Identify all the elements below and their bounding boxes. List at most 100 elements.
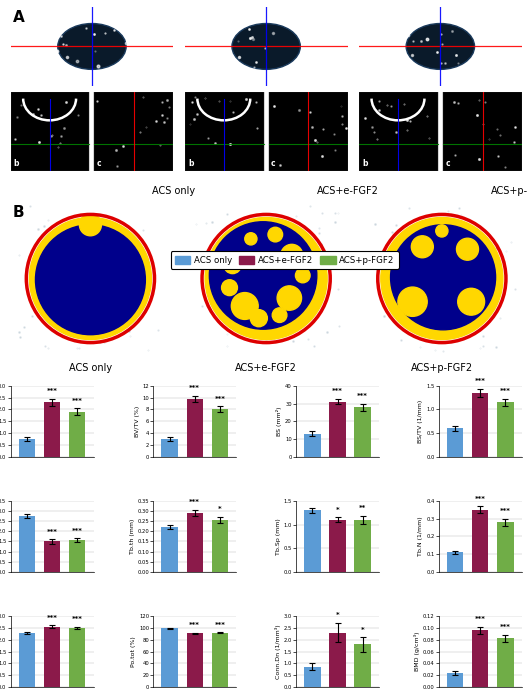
Circle shape [272,308,287,323]
Bar [359,92,438,171]
Bar [304,510,320,572]
Bar [185,92,264,171]
Bar [44,403,60,457]
Circle shape [221,280,238,296]
Bar [304,667,320,687]
Bar [304,434,320,457]
Text: **: ** [359,505,366,511]
Bar [472,510,489,572]
Bar [11,92,90,171]
Bar [94,92,173,171]
Bar [44,541,60,572]
Text: ***: *** [214,622,226,627]
Circle shape [398,287,427,316]
Text: ***: *** [500,508,511,514]
Text: ACS only: ACS only [152,185,195,196]
Bar [44,627,60,687]
Y-axis label: Po.tot (%): Po.tot (%) [131,636,136,667]
Bar [187,634,203,687]
Text: ACS+e-FGF2: ACS+e-FGF2 [235,363,297,373]
Circle shape [436,225,448,237]
Text: b: b [14,159,19,168]
Bar [447,552,463,572]
Text: ACS only: ACS only [69,363,112,373]
Legend: ACS only, ACS+e-FGF2, ACS+p-FGF2: ACS only, ACS+e-FGF2, ACS+p-FGF2 [171,251,398,269]
Text: a: a [191,73,197,82]
Text: ***: *** [46,388,57,394]
Text: b: b [362,159,368,168]
Circle shape [250,310,267,327]
Text: b: b [188,159,193,168]
Bar [447,673,463,687]
Bar [355,407,371,457]
Bar [329,632,346,687]
Bar [329,402,346,457]
Bar [161,439,178,457]
Bar [212,520,228,572]
Text: ACS+e-FGF2: ACS+e-FGF2 [317,185,378,196]
Ellipse shape [406,24,474,69]
Text: ***: *** [475,616,486,622]
Bar [187,399,203,457]
Text: ***: *** [475,378,486,384]
Text: a: a [365,73,370,82]
Bar [19,439,35,457]
Text: *: * [218,507,222,512]
Text: a: a [17,73,22,82]
Text: ***: *** [72,528,83,534]
Bar [161,527,178,572]
Bar [19,633,35,687]
Bar [329,520,346,572]
Ellipse shape [232,24,300,69]
Ellipse shape [58,24,126,69]
Bar [212,409,228,457]
Text: ***: *** [332,389,343,394]
Y-axis label: BS (mm²): BS (mm²) [276,407,282,436]
Y-axis label: Tb.N (1/mm): Tb.N (1/mm) [418,516,423,556]
Y-axis label: Conn.Dn (1/mm³): Conn.Dn (1/mm³) [275,624,281,679]
Text: ***: *** [500,625,511,630]
Text: ACS+p-FGF2: ACS+p-FGF2 [491,185,527,196]
Circle shape [30,217,151,339]
Bar [472,630,489,687]
Y-axis label: Tb.Sp (mm): Tb.Sp (mm) [276,518,281,555]
Y-axis label: BV/TV (%): BV/TV (%) [134,406,140,437]
Text: *: * [336,507,339,513]
Text: ***: *** [189,500,200,505]
Y-axis label: Tb.th (mm): Tb.th (mm) [130,518,134,554]
Text: c: c [445,159,450,168]
Bar [355,645,371,687]
Circle shape [296,268,310,282]
Text: c: c [97,159,102,168]
Circle shape [205,217,327,339]
Circle shape [456,238,479,260]
Text: *: * [336,613,339,618]
Text: ACS+p-FGF2: ACS+p-FGF2 [411,363,473,373]
Bar [447,428,463,457]
Text: ***: *** [357,393,368,399]
Text: *: * [361,627,365,633]
Circle shape [412,236,433,257]
Circle shape [231,293,258,319]
Bar [212,633,228,687]
Circle shape [209,222,317,329]
Bar [69,541,85,572]
Bar [269,92,347,171]
Circle shape [381,217,503,339]
Bar [443,92,522,171]
Text: B: B [13,205,25,220]
Text: ***: *** [189,623,200,628]
Text: ***: *** [475,496,486,502]
Circle shape [35,225,145,335]
Circle shape [224,257,241,273]
Text: ***: *** [46,615,57,621]
Circle shape [245,232,257,245]
Y-axis label: BS/TV (1/mm): BS/TV (1/mm) [418,400,423,443]
Bar [19,516,35,572]
Text: c: c [271,159,276,168]
Text: ***: *** [500,388,511,394]
Bar [497,403,513,457]
Circle shape [268,227,282,242]
Bar [187,513,203,572]
Text: ***: *** [72,398,83,404]
